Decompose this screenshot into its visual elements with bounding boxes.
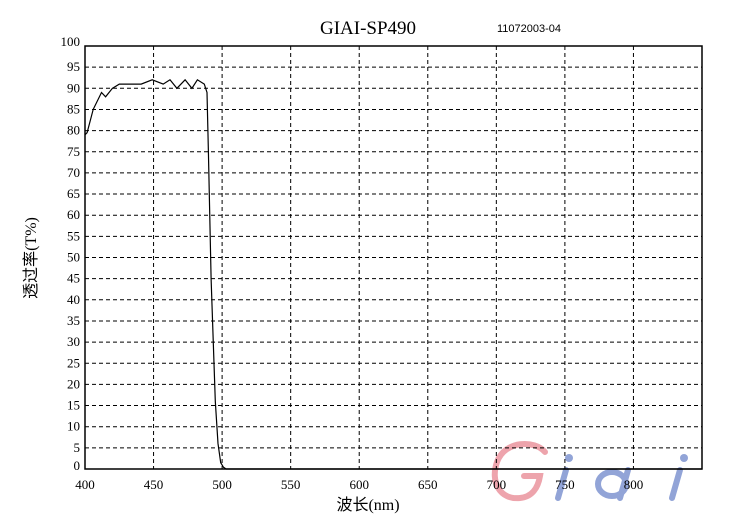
y-tick-label: 90 [67, 80, 80, 95]
plot-frame [84, 45, 703, 470]
y-tick-label: 30 [67, 334, 80, 349]
y-tick-label: 0 [74, 458, 81, 473]
y-tick-label: 85 [67, 101, 80, 116]
y-tick-label: 100 [61, 34, 81, 49]
x-tick-label: 400 [75, 477, 95, 492]
y-tick-label: 70 [67, 165, 80, 180]
x-tick-label: 650 [418, 477, 438, 492]
y-tick-label: 80 [67, 123, 80, 138]
y-tick-label: 25 [67, 355, 80, 370]
logo-dot-2 [680, 454, 688, 462]
x-tick-label: 450 [144, 477, 164, 492]
y-tick-label: 50 [67, 250, 80, 265]
logo-dot-1 [565, 454, 573, 462]
y-tick-label: 45 [67, 271, 80, 286]
series-line [84, 78, 702, 470]
y-tick-label: 95 [67, 59, 80, 74]
y-tick-label: 75 [67, 144, 80, 159]
y-tick-label: 15 [67, 398, 80, 413]
logo-letter-g [491, 440, 548, 502]
x-tick-label: 600 [349, 477, 369, 492]
x-axis-label: 波长(nm) [336, 496, 399, 514]
logo-letter-i1 [555, 467, 569, 501]
x-tick-label: 500 [212, 477, 232, 492]
y-tick-label: 10 [67, 419, 80, 434]
x-tick-label: 700 [487, 477, 507, 492]
chart-subtitle: 11072003-04 [497, 23, 561, 35]
logo-letter-a-stem [617, 467, 631, 501]
y-tick-label: 20 [67, 376, 80, 391]
y-tick-label: 40 [67, 292, 80, 307]
y-tick-label: 35 [67, 313, 80, 328]
x-tick-label: 800 [624, 477, 644, 492]
logo [491, 440, 688, 502]
y-tick-label: 65 [67, 186, 80, 201]
y-tick-label: 55 [67, 228, 80, 243]
chart-title: GIAI-SP490 [320, 18, 416, 39]
y-tick-label: 5 [74, 440, 81, 455]
logo-letter-i2 [669, 467, 683, 501]
x-tick-label: 550 [281, 477, 301, 492]
y-tick-label: 60 [67, 207, 80, 222]
y-axis-label: 透过率(T%) [22, 217, 40, 299]
x-tick-label: 750 [555, 477, 575, 492]
